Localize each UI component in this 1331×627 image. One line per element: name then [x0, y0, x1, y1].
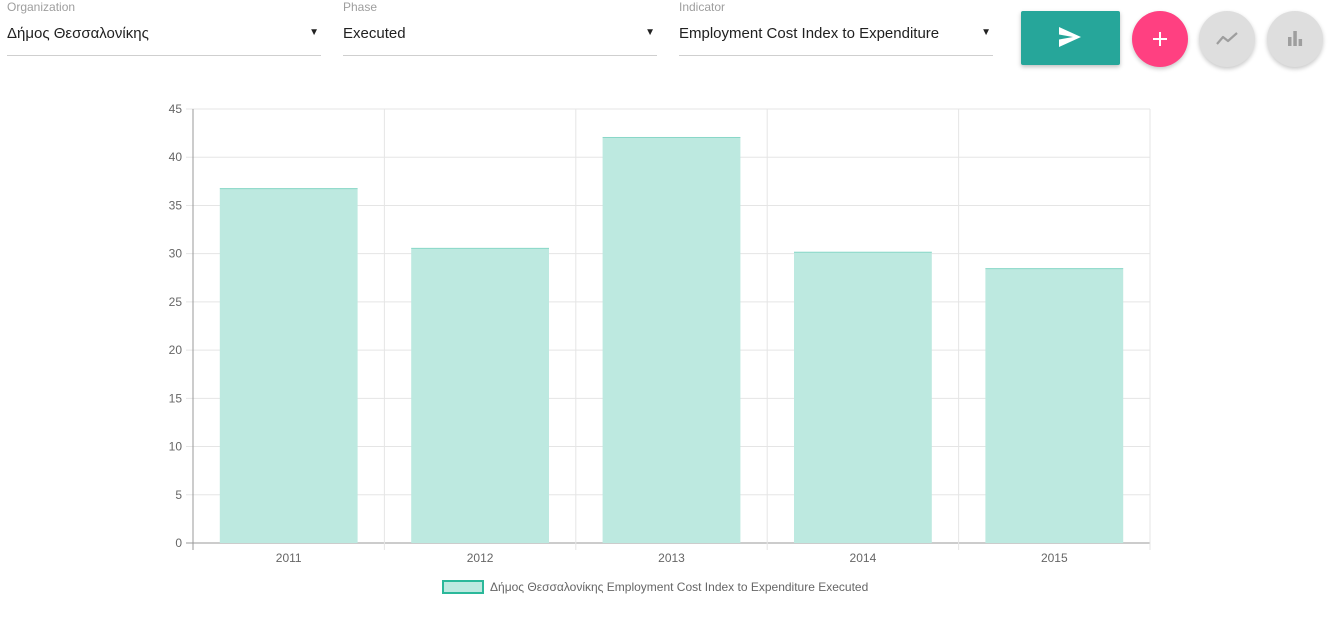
- y-tick-label: 40: [169, 150, 183, 164]
- send-button[interactable]: [1021, 11, 1120, 65]
- bar-chart-icon: [1288, 31, 1303, 46]
- bar-chart-button[interactable]: [1267, 11, 1323, 67]
- phase-value: Executed: [343, 25, 406, 42]
- indicator-select[interactable]: Employment Cost Index to Expenditure ▼: [679, 22, 993, 56]
- add-button[interactable]: [1132, 11, 1188, 67]
- chart-area: 0 5 10 15 20 25 30 35 40 45 2011 2012 2013 2014 2015: [0, 90, 1331, 610]
- line-chart-button[interactable]: [1199, 11, 1255, 67]
- y-tick-label: 25: [169, 295, 183, 309]
- bar-chart: 0 5 10 15 20 25 30 35 40 45 2011 2012 2013 2014 2015: [169, 102, 1151, 565]
- send-icon: [1059, 27, 1081, 47]
- chevron-down-icon: ▼: [645, 27, 655, 38]
- toolbar: Organization Δήμος Θεσσαλονίκης ▼ Phase …: [0, 0, 1331, 80]
- chevron-down-icon: ▼: [981, 27, 991, 38]
- x-tick-label: 2011: [276, 551, 302, 565]
- bar: [602, 136, 741, 544]
- y-tick-label: 30: [169, 247, 183, 261]
- organization-value: Δήμος Θεσσαλονίκης: [7, 25, 149, 42]
- organization-select[interactable]: Δήμος Θεσσαλονίκης ▼: [7, 22, 321, 56]
- plus-icon: [1153, 32, 1167, 46]
- legend-label: Δήμος Θεσσαλονίκης Employment Cost Index…: [490, 580, 869, 594]
- indicator-value: Employment Cost Index to Expenditure: [679, 25, 940, 42]
- x-tick-label: 2012: [467, 551, 494, 565]
- x-tick-label: 2013: [658, 551, 685, 565]
- x-tick-label: 2015: [1041, 551, 1068, 565]
- organization-label: Organization: [7, 0, 76, 14]
- y-tick-label: 0: [175, 536, 182, 550]
- y-tick-label: 35: [169, 198, 183, 212]
- organization-field: Organization Δήμος Θεσσαλονίκης ▼: [7, 0, 321, 56]
- y-tick-label: 20: [169, 343, 183, 357]
- legend-swatch: [442, 580, 484, 594]
- y-tick-label: 10: [169, 440, 183, 454]
- line-chart-icon: [1216, 32, 1238, 45]
- y-tick-label: 15: [169, 391, 183, 405]
- y-tick-label: 5: [175, 488, 182, 502]
- phase-select[interactable]: Executed ▼: [343, 22, 657, 56]
- legend[interactable]: Δήμος Θεσσαλονίκης Employment Cost Index…: [442, 579, 868, 595]
- bar: [793, 251, 932, 543]
- indicator-label: Indicator: [679, 0, 726, 14]
- y-tick-label: 45: [169, 102, 183, 116]
- chevron-down-icon: ▼: [309, 27, 319, 38]
- bar: [411, 247, 550, 543]
- x-tick-label: 2014: [850, 551, 877, 565]
- bar: [985, 268, 1124, 543]
- phase-label: Phase: [343, 0, 378, 14]
- bar: [219, 188, 358, 543]
- phase-field: Phase Executed ▼: [343, 0, 657, 56]
- indicator-field: Indicator Employment Cost Index to Expen…: [679, 0, 993, 56]
